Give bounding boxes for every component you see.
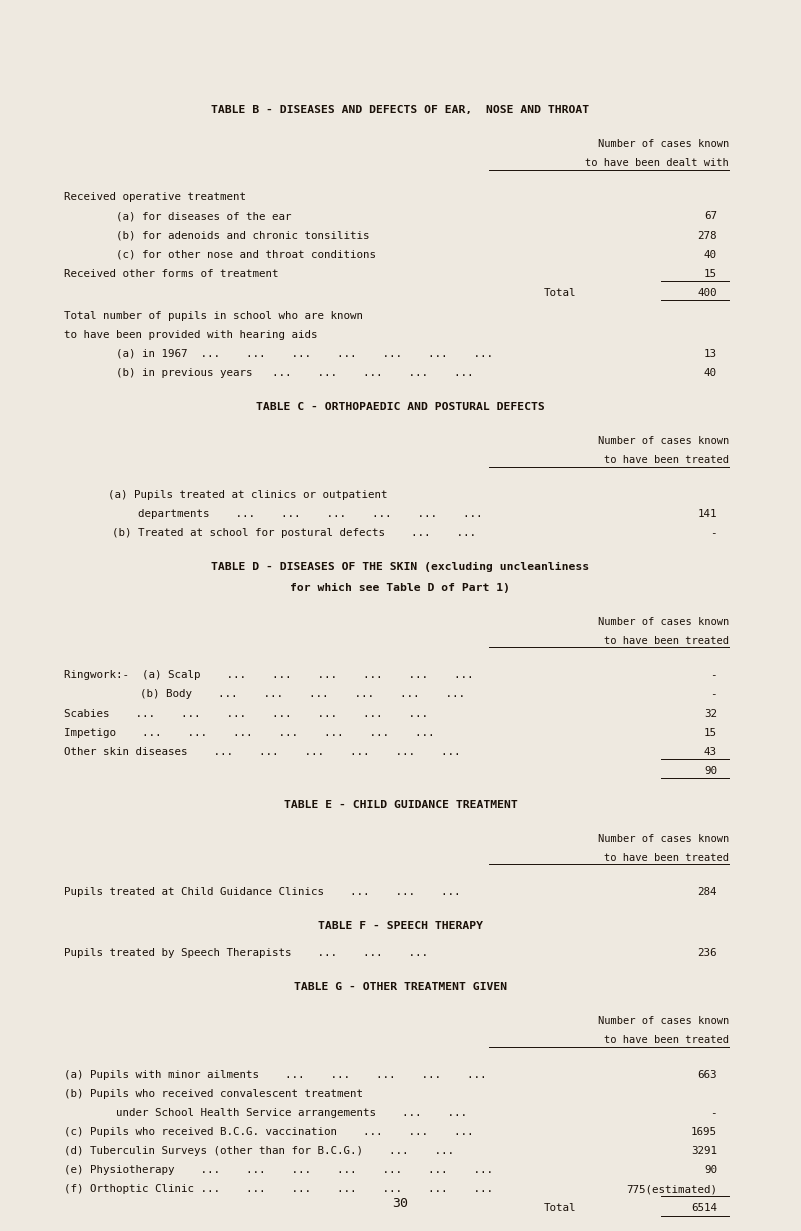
Text: Number of cases known: Number of cases known bbox=[598, 617, 729, 627]
Text: (b) in previous years   ...    ...    ...    ...    ...: (b) in previous years ... ... ... ... ..… bbox=[64, 368, 473, 378]
Text: 663: 663 bbox=[698, 1070, 717, 1080]
Text: 13: 13 bbox=[704, 348, 717, 359]
Text: 30: 30 bbox=[392, 1197, 409, 1210]
Text: to have been treated: to have been treated bbox=[604, 636, 729, 646]
Text: (f) Orthoptic Clinic ...    ...    ...    ...    ...    ...    ...: (f) Orthoptic Clinic ... ... ... ... ...… bbox=[64, 1184, 493, 1194]
Text: 1695: 1695 bbox=[691, 1126, 717, 1136]
Text: departments    ...    ...    ...    ...    ...    ...: departments ... ... ... ... ... ... bbox=[87, 508, 483, 518]
Text: to have been treated: to have been treated bbox=[604, 853, 729, 863]
Text: (a) for diseases of the ear: (a) for diseases of the ear bbox=[64, 212, 292, 222]
Text: 6514: 6514 bbox=[691, 1203, 717, 1213]
Text: 278: 278 bbox=[698, 230, 717, 240]
Text: 90: 90 bbox=[704, 766, 717, 776]
Text: Received other forms of treatment: Received other forms of treatment bbox=[64, 268, 279, 278]
Text: -: - bbox=[710, 528, 717, 538]
Text: 15: 15 bbox=[704, 268, 717, 278]
Text: 67: 67 bbox=[704, 212, 717, 222]
Text: 284: 284 bbox=[698, 888, 717, 897]
Text: Number of cases known: Number of cases known bbox=[598, 833, 729, 844]
Text: (b) Treated at school for postural defects    ...    ...: (b) Treated at school for postural defec… bbox=[87, 528, 476, 538]
Text: TABLE F - SPEECH THERAPY: TABLE F - SPEECH THERAPY bbox=[318, 921, 483, 931]
Text: -: - bbox=[710, 1108, 717, 1118]
Text: (e) Physiotherapy    ...    ...    ...    ...    ...    ...    ...: (e) Physiotherapy ... ... ... ... ... ..… bbox=[64, 1165, 493, 1174]
Text: Number of cases known: Number of cases known bbox=[598, 436, 729, 446]
Text: to have been dealt with: to have been dealt with bbox=[586, 158, 729, 169]
Text: 141: 141 bbox=[698, 508, 717, 518]
Text: to have been provided with hearing aids: to have been provided with hearing aids bbox=[64, 330, 317, 340]
Text: 40: 40 bbox=[704, 368, 717, 378]
Text: (d) Tuberculin Surveys (other than for B.C.G.)    ...    ...: (d) Tuberculin Surveys (other than for B… bbox=[64, 1146, 454, 1156]
Text: 90: 90 bbox=[704, 1165, 717, 1174]
Text: Other skin diseases    ...    ...    ...    ...    ...    ...: Other skin diseases ... ... ... ... ... … bbox=[64, 747, 461, 757]
Text: Total: Total bbox=[544, 1203, 577, 1213]
Text: (a) Pupils treated at clinics or outpatient: (a) Pupils treated at clinics or outpati… bbox=[108, 490, 388, 500]
Text: Number of cases known: Number of cases known bbox=[598, 1016, 729, 1027]
Text: Received operative treatment: Received operative treatment bbox=[64, 192, 246, 202]
Text: Scabies    ...    ...    ...    ...    ...    ...    ...: Scabies ... ... ... ... ... ... ... bbox=[64, 709, 428, 719]
Text: TABLE C - ORTHOPAEDIC AND POSTURAL DEFECTS: TABLE C - ORTHOPAEDIC AND POSTURAL DEFEC… bbox=[256, 401, 545, 412]
Text: 400: 400 bbox=[698, 288, 717, 298]
Text: to have been treated: to have been treated bbox=[604, 1035, 729, 1045]
Text: to have been treated: to have been treated bbox=[604, 455, 729, 465]
Text: Total number of pupils in school who are known: Total number of pupils in school who are… bbox=[64, 310, 363, 321]
Text: 775(estimated): 775(estimated) bbox=[626, 1184, 717, 1194]
Text: (a) Pupils with minor ailments    ...    ...    ...    ...    ...: (a) Pupils with minor ailments ... ... .… bbox=[64, 1070, 486, 1080]
Text: Total: Total bbox=[544, 288, 577, 298]
Text: Pupils treated by Speech Therapists    ...    ...    ...: Pupils treated by Speech Therapists ... … bbox=[64, 948, 428, 958]
Text: 15: 15 bbox=[704, 728, 717, 737]
Text: 236: 236 bbox=[698, 948, 717, 958]
Text: under School Health Service arrangements    ...    ...: under School Health Service arrangements… bbox=[64, 1108, 467, 1118]
Text: TABLE B - DISEASES AND DEFECTS OF EAR,  NOSE AND THROAT: TABLE B - DISEASES AND DEFECTS OF EAR, N… bbox=[211, 105, 590, 114]
Text: TABLE G - OTHER TREATMENT GIVEN: TABLE G - OTHER TREATMENT GIVEN bbox=[294, 982, 507, 992]
Text: (c) Pupils who received B.C.G. vaccination    ...    ...    ...: (c) Pupils who received B.C.G. vaccinati… bbox=[64, 1126, 473, 1136]
Text: (b) for adenoids and chronic tonsilitis: (b) for adenoids and chronic tonsilitis bbox=[64, 230, 369, 240]
Text: TABLE E - CHILD GUIDANCE TREATMENT: TABLE E - CHILD GUIDANCE TREATMENT bbox=[284, 800, 517, 810]
Text: TABLE D - DISEASES OF THE SKIN (excluding uncleanliness: TABLE D - DISEASES OF THE SKIN (excludin… bbox=[211, 561, 590, 571]
Text: (a) in 1967  ...    ...    ...    ...    ...    ...    ...: (a) in 1967 ... ... ... ... ... ... ... bbox=[64, 348, 493, 359]
Text: (c) for other nose and throat conditions: (c) for other nose and throat conditions bbox=[64, 250, 376, 260]
Text: 3291: 3291 bbox=[691, 1146, 717, 1156]
Text: 32: 32 bbox=[704, 709, 717, 719]
Text: for which see Table D of Part 1): for which see Table D of Part 1) bbox=[291, 582, 510, 592]
Text: (b) Body    ...    ...    ...    ...    ...    ...: (b) Body ... ... ... ... ... ... bbox=[140, 689, 465, 699]
Text: -: - bbox=[710, 671, 717, 681]
Text: Number of cases known: Number of cases known bbox=[598, 139, 729, 149]
Text: Ringwork:-  (a) Scalp    ...    ...    ...    ...    ...    ...: Ringwork:- (a) Scalp ... ... ... ... ...… bbox=[64, 671, 473, 681]
Text: 40: 40 bbox=[704, 250, 717, 260]
Text: Impetigo    ...    ...    ...    ...    ...    ...    ...: Impetigo ... ... ... ... ... ... ... bbox=[64, 728, 435, 737]
Text: -: - bbox=[710, 689, 717, 699]
Text: Pupils treated at Child Guidance Clinics    ...    ...    ...: Pupils treated at Child Guidance Clinics… bbox=[64, 888, 461, 897]
Text: (b) Pupils who received convalescent treatment: (b) Pupils who received convalescent tre… bbox=[64, 1088, 363, 1098]
Text: 43: 43 bbox=[704, 747, 717, 757]
